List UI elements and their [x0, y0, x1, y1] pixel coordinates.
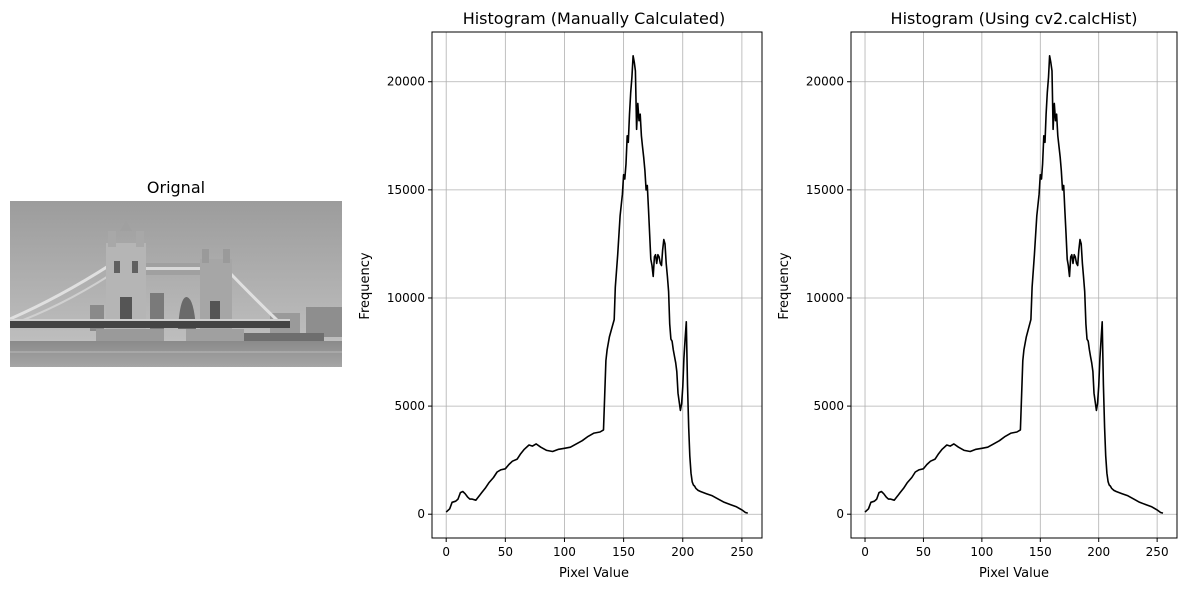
y-axis-label: Frequency	[777, 252, 792, 319]
y-axis-label: Frequency	[358, 252, 373, 319]
axes: 0 50 100 150 200 250 0 5000 10000 15000 20000	[387, 31, 763, 559]
original-image-panel: Orignal	[10, 178, 342, 367]
x-tick-label: 0	[861, 545, 869, 559]
x-tick-label: 150	[612, 545, 635, 559]
y-tick-label: 15000	[387, 183, 425, 197]
y-tick-label: 10000	[806, 291, 844, 305]
x-tick-label: 150	[1029, 545, 1052, 559]
y-tick-label: 20000	[806, 75, 844, 89]
histogram-chart-cv2: Histogram (Using cv2.calcHist) 0 50 100 150…	[777, 9, 1178, 581]
x-tick-label: 0	[442, 545, 450, 559]
data-layer	[445, 54, 748, 514]
original-image-title: Orignal	[147, 178, 205, 197]
x-axis-label: Pixel Value	[979, 566, 1049, 581]
y-tick-label: 20000	[387, 75, 425, 89]
y-tick-label: 0	[836, 507, 844, 521]
y-tick-label: 10000	[387, 291, 425, 305]
original-image	[10, 201, 342, 367]
histogram-line	[864, 54, 1164, 514]
x-tick-label: 100	[553, 545, 576, 559]
histogram-line	[445, 54, 748, 514]
x-tick-label: 100	[970, 545, 993, 559]
grid	[432, 32, 762, 538]
y-tick-label: 15000	[806, 183, 844, 197]
y-tick-label: 0	[417, 507, 425, 521]
chart-title: Histogram (Manually Calculated)	[463, 9, 726, 28]
y-tick-label: 5000	[394, 399, 425, 413]
y-tick-label: 5000	[813, 399, 844, 413]
axes-frame	[431, 31, 763, 539]
data-layer	[864, 54, 1164, 514]
grid	[851, 32, 1177, 538]
histogram-chart-manual: Histogram (Manually Calculated) 0 50 100 15…	[358, 9, 763, 581]
chart-title: Histogram (Using cv2.calcHist)	[891, 9, 1138, 28]
x-tick-label: 50	[916, 545, 931, 559]
x-tick-label: 250	[1146, 545, 1169, 559]
x-tick-label: 250	[730, 545, 753, 559]
axes: 0 50 100 150 200 250 0 5000 10000 15000 20000	[806, 31, 1178, 559]
axes-frame	[850, 31, 1178, 539]
x-tick-label: 200	[671, 545, 694, 559]
x-tick-label: 50	[498, 545, 513, 559]
x-tick-label: 200	[1087, 545, 1110, 559]
x-axis-label: Pixel Value	[559, 566, 629, 581]
